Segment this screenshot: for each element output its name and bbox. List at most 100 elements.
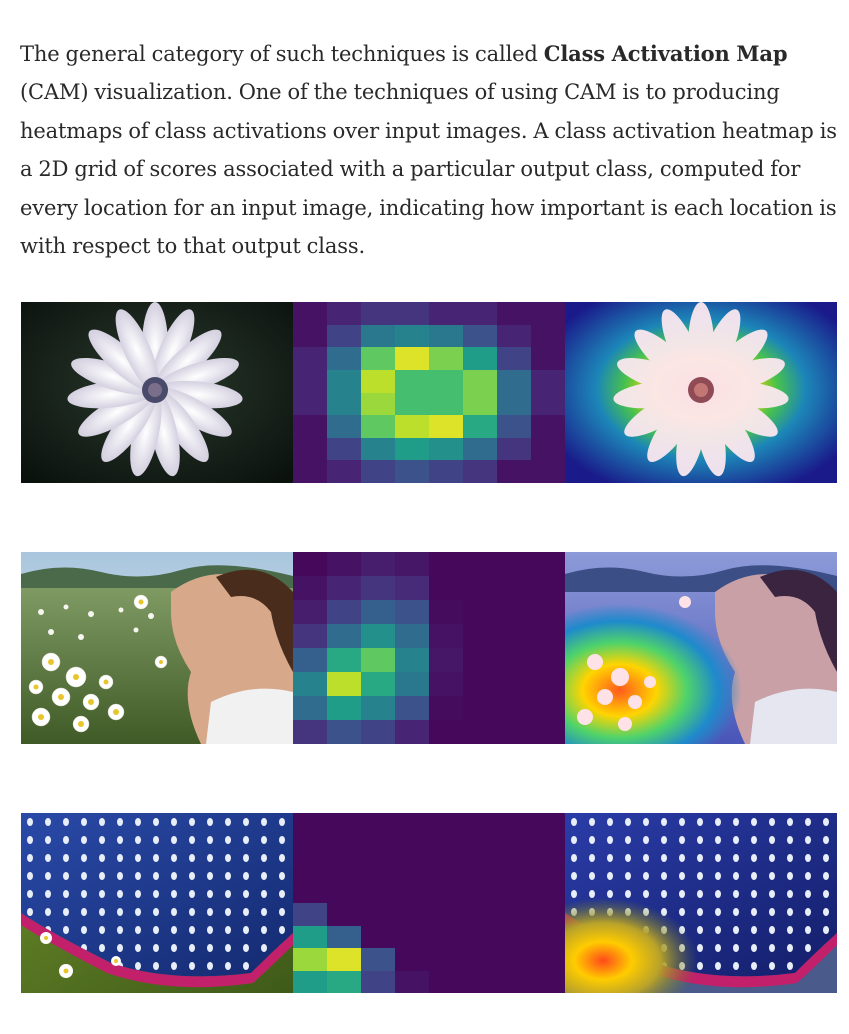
- heatmap-cell: [361, 624, 395, 648]
- heatmap-cell: [463, 925, 497, 948]
- heatmap-cell: [361, 392, 395, 416]
- heatmap-cell: [293, 696, 327, 720]
- heatmap-cell: [429, 347, 463, 370]
- heatmap-cell: [463, 880, 497, 903]
- heatmap-cell: [293, 672, 327, 696]
- heatmap-cell: [429, 925, 463, 948]
- heatmap-cell: [463, 576, 497, 600]
- heatmap-cell: [497, 576, 531, 600]
- heatmap-cell: [361, 970, 395, 993]
- heatmap-cell: [429, 880, 463, 903]
- heatmap-cell: [429, 392, 463, 416]
- heatmap-cell: [395, 672, 429, 696]
- heatmap-cell: [429, 813, 463, 836]
- heatmap-cell: [361, 369, 395, 393]
- heatmap-cell: [497, 672, 531, 696]
- heatmap-cell: [395, 880, 429, 903]
- heatmap-cell: [395, 648, 429, 672]
- heatmap-cell: [531, 624, 565, 648]
- heatmap-cell: [531, 552, 565, 576]
- heatmap-cell: [327, 460, 361, 483]
- heatmap-cell: [395, 460, 429, 483]
- heatmap-cell: [361, 696, 395, 720]
- heatmap-cell: [327, 672, 361, 696]
- heatmap-cell: [293, 925, 327, 948]
- heatmap-cell: [531, 925, 565, 948]
- cam-bold-term: Class Activation Map: [543, 41, 788, 66]
- heatmap-cell: [327, 835, 361, 858]
- heatmap-cell: [429, 576, 463, 600]
- boot-overlay-image: [565, 813, 837, 993]
- heatmap-cell: [429, 720, 463, 744]
- heatmap-cell: [463, 415, 497, 438]
- heatmap-cell: [531, 600, 565, 624]
- heatmap-cell: [293, 600, 327, 624]
- heatmap-cell: [531, 347, 565, 370]
- heatmap-cell: [327, 648, 361, 672]
- heatmap-cell: [531, 576, 565, 600]
- heatmap-cell: [293, 302, 327, 325]
- heatmap-cell: [361, 324, 395, 348]
- heatmap-cell: [361, 437, 395, 461]
- heatmap-cell: [463, 324, 497, 348]
- heatmap-cell: [327, 347, 361, 370]
- heatmap-cell: [497, 600, 531, 624]
- heatmap-cell: [531, 813, 565, 836]
- heatmap-cell: [327, 392, 361, 416]
- heatmap-cell: [531, 903, 565, 926]
- heatmap-cell: [429, 369, 463, 393]
- heatmap-cell: [361, 880, 395, 903]
- heatmap-cell: [395, 302, 429, 325]
- heatmap-cell: [293, 369, 327, 393]
- heatmap-cell: [531, 369, 565, 393]
- heatmap-cell: [293, 970, 327, 993]
- heatmap-cell: [361, 903, 395, 926]
- heatmap-cell: [429, 302, 463, 325]
- heatmap-cell: [327, 576, 361, 600]
- heatmap-cell: [497, 903, 531, 926]
- boot-heatmap-grid: [293, 813, 565, 993]
- heatmap-cell: [361, 648, 395, 672]
- heatmap-cell: [463, 903, 497, 926]
- heatmap-cell: [327, 858, 361, 881]
- heatmap-cell: [327, 600, 361, 624]
- heatmap-cell: [293, 415, 327, 438]
- heatmap-cell: [293, 576, 327, 600]
- heatmap-cell: [327, 696, 361, 720]
- heatmap-cell: [361, 347, 395, 370]
- girl-original-image: [21, 552, 293, 744]
- heatmap-cell: [497, 302, 531, 325]
- heatmap-cell: [497, 624, 531, 648]
- heatmap-cell: [361, 552, 395, 576]
- heatmap-cell: [327, 624, 361, 648]
- heatmap-cell: [429, 696, 463, 720]
- heatmap-cell: [327, 925, 361, 948]
- heatmap-cell: [361, 672, 395, 696]
- heatmap-cell: [395, 600, 429, 624]
- heatmap-cell: [531, 392, 565, 416]
- heatmap-cell: [327, 880, 361, 903]
- heatmap-cell: [429, 460, 463, 483]
- heatmap-cell: [497, 813, 531, 836]
- heatmap-cell: [531, 437, 565, 461]
- heatmap-cell: [463, 813, 497, 836]
- heatmap-cell: [293, 858, 327, 881]
- heatmap-cell: [361, 720, 395, 744]
- heatmap-cell: [395, 324, 429, 348]
- boot-heatmap: [293, 813, 565, 993]
- heatmap-cell: [293, 437, 327, 461]
- heatmap-cell: [463, 369, 497, 393]
- heatmap-cell: [293, 880, 327, 903]
- heatmap-cell: [429, 672, 463, 696]
- heatmap-cell: [327, 813, 361, 836]
- girl-overlay-image: [565, 552, 837, 744]
- heatmap-cell: [531, 302, 565, 325]
- heatmap-cell: [293, 813, 327, 836]
- heatmap-cell: [327, 415, 361, 438]
- heatmap-cell: [531, 415, 565, 438]
- heatmap-cell: [531, 648, 565, 672]
- heatmap-cell: [531, 720, 565, 744]
- heatmap-cell: [463, 460, 497, 483]
- heatmap-cell: [429, 624, 463, 648]
- heatmap-cell: [395, 624, 429, 648]
